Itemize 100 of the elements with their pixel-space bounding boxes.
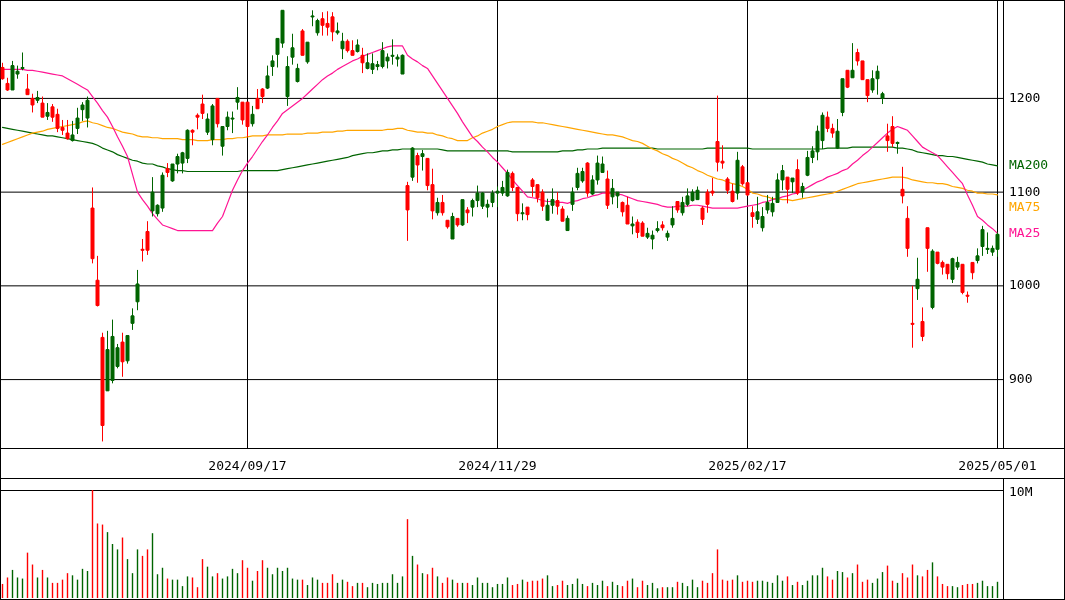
candlestick bbox=[735, 151, 740, 201]
series-label: MA25 bbox=[1009, 224, 1041, 240]
candlestick bbox=[35, 90, 40, 104]
candlestick bbox=[440, 194, 445, 217]
candlestick bbox=[390, 38, 395, 66]
candlestick bbox=[675, 201, 680, 214]
candlestick bbox=[560, 205, 565, 222]
candlestick bbox=[980, 225, 985, 257]
candlestick bbox=[800, 182, 805, 199]
candlestick bbox=[840, 78, 845, 117]
candlestick bbox=[250, 105, 255, 128]
candlestick bbox=[455, 217, 460, 228]
candlestick bbox=[90, 186, 95, 264]
candlestick bbox=[605, 170, 610, 210]
candlestick bbox=[165, 162, 170, 178]
candlestick bbox=[65, 119, 70, 141]
candlestick bbox=[95, 255, 100, 307]
candlestick bbox=[795, 158, 800, 196]
candlestick bbox=[30, 93, 35, 113]
candlestick bbox=[915, 257, 920, 301]
candlestick bbox=[435, 197, 440, 217]
candlestick bbox=[670, 205, 675, 229]
candlestick bbox=[730, 183, 735, 203]
candlestick bbox=[340, 32, 345, 60]
candlestick bbox=[960, 263, 965, 295]
candlestick bbox=[665, 230, 670, 242]
y-tick-label: 900 bbox=[1009, 371, 1033, 387]
candlestick bbox=[850, 42, 855, 79]
candlestick bbox=[970, 261, 975, 280]
candlestick bbox=[895, 141, 900, 155]
candlestick bbox=[655, 220, 660, 233]
candlestick bbox=[450, 212, 455, 240]
candlestick bbox=[925, 227, 930, 273]
candlestick bbox=[965, 290, 970, 304]
candlestick bbox=[265, 65, 270, 90]
candlestick bbox=[120, 332, 125, 378]
candlestick bbox=[555, 191, 560, 216]
candlestick bbox=[525, 206, 530, 221]
candlestick bbox=[235, 86, 240, 111]
series-label: MA200 bbox=[1009, 157, 1049, 173]
text: 10M bbox=[1009, 483, 1033, 499]
candlestick bbox=[905, 205, 910, 258]
candlestick bbox=[75, 107, 80, 135]
candlestick bbox=[260, 87, 265, 104]
candlestick bbox=[305, 41, 310, 65]
candlestick bbox=[725, 176, 730, 195]
candlestick bbox=[45, 102, 50, 121]
candlestick bbox=[405, 181, 410, 242]
candlestick bbox=[135, 269, 140, 311]
candlestick bbox=[40, 96, 45, 118]
candlestick bbox=[315, 18, 320, 37]
candlestick bbox=[975, 247, 980, 264]
candlestick bbox=[125, 335, 130, 365]
x-tick-label: 2025/05/01 bbox=[958, 457, 1037, 473]
candlestick bbox=[920, 306, 925, 342]
candlestick bbox=[25, 73, 30, 96]
candlestick bbox=[460, 199, 465, 227]
candlestick bbox=[300, 28, 305, 56]
candlestick bbox=[100, 332, 105, 442]
candlestick bbox=[200, 94, 205, 120]
candlestick bbox=[130, 307, 135, 331]
candlestick bbox=[910, 285, 915, 349]
line-series bbox=[1, 120, 999, 202]
candlestick bbox=[195, 112, 200, 130]
candlestick bbox=[190, 128, 195, 146]
candlestick bbox=[630, 216, 635, 235]
candlestick bbox=[880, 91, 885, 105]
x-tick-label: 2025/02/17 bbox=[708, 457, 787, 473]
candlestick bbox=[785, 176, 790, 204]
candlestick bbox=[700, 205, 705, 226]
candlestick bbox=[360, 47, 365, 74]
candlestick bbox=[565, 215, 570, 232]
candlestick bbox=[0, 62, 5, 81]
candlestick bbox=[585, 161, 590, 198]
x-tick-label: 2024/09/17 bbox=[208, 457, 287, 473]
candlestick bbox=[900, 166, 905, 204]
y-tick-label: 1100 bbox=[1009, 183, 1041, 199]
candlestick bbox=[295, 63, 300, 83]
candlestick bbox=[845, 69, 850, 89]
candlestick bbox=[790, 177, 795, 194]
x-tick-label: 2024/11/29 bbox=[458, 457, 537, 473]
y-tick-label: 1200 bbox=[1009, 89, 1041, 105]
candlestick bbox=[285, 55, 290, 107]
candlestick bbox=[465, 206, 470, 224]
candlestick bbox=[415, 152, 420, 184]
y-tick-label: 1000 bbox=[1009, 277, 1041, 293]
candlestick bbox=[290, 33, 295, 66]
candlestick bbox=[255, 88, 260, 110]
candlestick bbox=[215, 97, 220, 128]
candlestick bbox=[270, 54, 275, 77]
candlestick bbox=[930, 248, 935, 310]
candlestick bbox=[445, 219, 450, 230]
candlestick bbox=[5, 77, 10, 92]
candlestick bbox=[570, 186, 575, 212]
candlestick bbox=[750, 205, 755, 229]
candlestick bbox=[520, 202, 525, 221]
candlestick bbox=[335, 21, 340, 36]
candlestick bbox=[20, 51, 25, 71]
candlestick bbox=[355, 38, 360, 53]
candlestick bbox=[660, 220, 665, 232]
